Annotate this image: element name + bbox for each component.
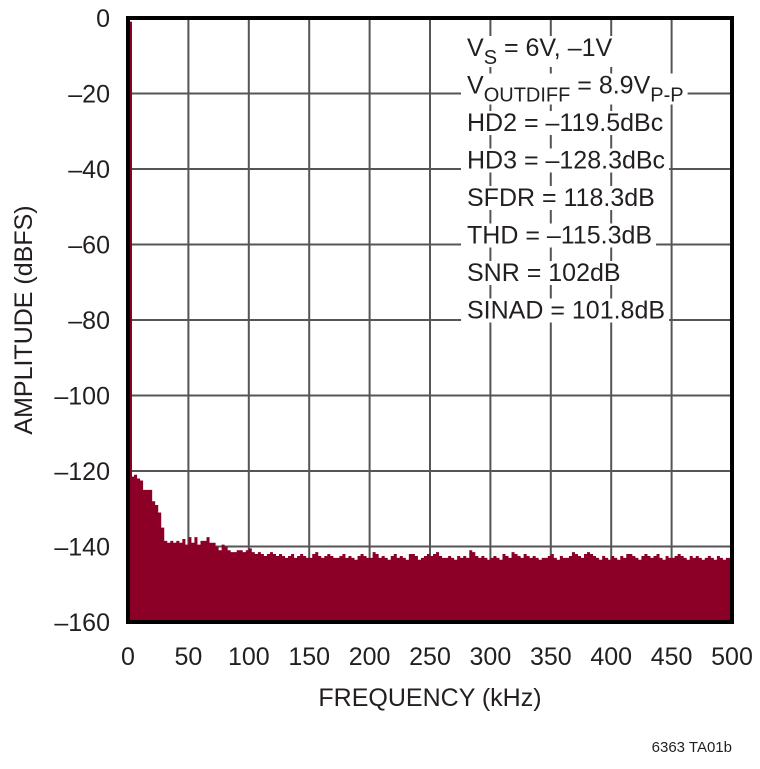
annotation-line: SINAD = 101.8dB [467, 297, 665, 325]
x-tick-label: 450 [651, 643, 693, 671]
spectrum-bar-path [128, 21, 732, 622]
x-tick-label: 500 [711, 643, 753, 671]
y-tick-label: –100 [54, 383, 110, 411]
annotation-line: VS = 6V, –1V [467, 34, 613, 69]
x-tick-label: 400 [590, 643, 632, 671]
x-tick-label: 300 [470, 643, 512, 671]
x-tick-label: 250 [409, 643, 451, 671]
y-tick-label: –140 [54, 534, 110, 562]
annotation-line: SFDR = 118.3dB [467, 184, 655, 212]
x-axis-title: FREQUENCY (kHz) [318, 684, 541, 712]
annotation-line: THD = –115.3dB [467, 222, 652, 250]
x-tick-label: 150 [288, 643, 330, 671]
x-tick-label: 100 [228, 643, 270, 671]
y-tick-label: –120 [54, 458, 110, 486]
x-axis-tick-labels: 0 50 100 150 200 250 300 350 400 450 500 [121, 643, 753, 671]
annotation-line: HD3 = –128.3dBc [467, 147, 665, 175]
x-tick-label: 50 [174, 643, 202, 671]
x-tick-label: 350 [530, 643, 572, 671]
x-tick-label: 200 [349, 643, 391, 671]
y-axis-title: AMPLITUDE (dBFS) [10, 205, 38, 434]
figure-id: 6363 TA01b [652, 739, 732, 756]
annotation-background [461, 36, 688, 323]
annotation-line: SNR = 102dB [467, 259, 621, 287]
y-axis-tick-labels: 0 –20 –40 –60 –80 –100 –120 –140 –160 [54, 5, 110, 637]
annotation-line: VOUTDIFF = 8.9VP-P [467, 72, 684, 107]
y-tick-label: –160 [54, 609, 110, 637]
annotation-line: HD2 = –119.5dBc [467, 109, 663, 137]
y-tick-label: –80 [68, 307, 110, 335]
y-tick-label: –20 [68, 81, 110, 109]
plot-frame [126, 16, 734, 624]
y-tick-label: 0 [96, 5, 110, 33]
x-tick-label: 0 [121, 643, 135, 671]
y-tick-label: –40 [68, 156, 110, 184]
y-tick-label: –60 [68, 232, 110, 260]
